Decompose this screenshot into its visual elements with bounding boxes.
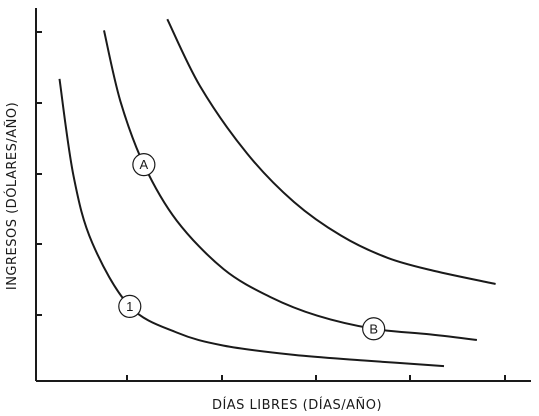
y-axis-title: INGRESOS (DÓLARES/AÑO) (4, 102, 20, 290)
curve-label-b: B (362, 317, 386, 341)
indifference-curve-2 (103, 30, 478, 341)
indifference-curve-1 (58, 78, 445, 368)
curves (58, 18, 496, 368)
axis-ticks (36, 31, 506, 381)
axes (35, 8, 531, 382)
curve-label-a: A (132, 153, 156, 177)
label-circle (118, 294, 142, 318)
x-axis-title: DÍAS LIBRES (DÍAS/AÑO) (212, 397, 382, 413)
label-text: 1 (126, 299, 133, 314)
label-circle (362, 317, 386, 341)
curve-label-1: 1 (118, 294, 142, 318)
curve-labels: 1 A B (118, 153, 386, 341)
label-text: B (369, 321, 378, 336)
label-text: A (140, 157, 149, 172)
label-circle (132, 153, 156, 177)
indifference-curve-3 (166, 18, 496, 285)
